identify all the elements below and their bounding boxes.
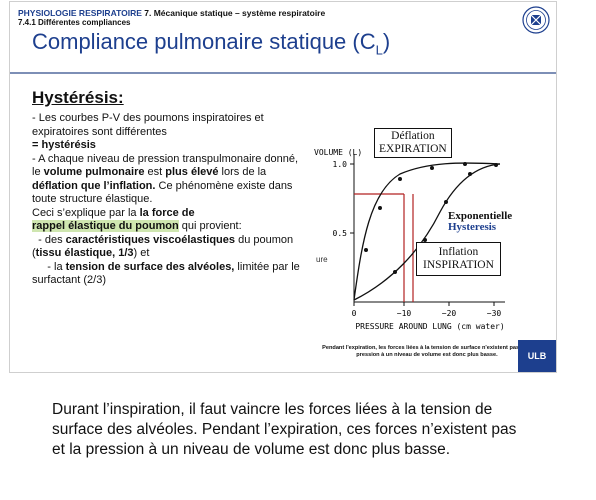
deflation-label: Déflation EXPIRATION [374, 128, 452, 158]
explanation-text: Durant l’inspiration, il faut vaincre le… [52, 401, 517, 458]
section-heading: Hystérésis: [32, 88, 124, 107]
x-axis-label: PRESSURE AROUND LUNG (cm water) [355, 322, 504, 331]
inflation-label: Inflation INSPIRATION [416, 242, 501, 276]
ulb-logo: ULB [518, 340, 556, 372]
highlight-rappel: rappel élastique du poumon [32, 220, 179, 232]
paragraph-1: - Les courbes P-V des poumons inspiratoi… [32, 112, 264, 151]
body-text: - Les courbes P-V des poumons inspiratoi… [32, 112, 302, 288]
paragraph-3: Ceci s’explique par la la force de rappel… [32, 206, 242, 232]
header-course: PHYSIOLOGIE RESPIRATOIRE 7. Mécanique st… [18, 8, 326, 18]
paragraph-2: - A chaque niveau de pression transpulmo… [32, 152, 299, 206]
x-tick-10: −10 [397, 309, 412, 318]
y-tick-1: 1.0 [333, 160, 348, 169]
inflation-curve [353, 163, 501, 301]
page-title: Compliance pulmonaire statique (CL) [32, 29, 391, 58]
pv-curve-graph: 1.0 0.5 VOLUME (L) 0 −10 −20 −30 PRESSUR… [314, 148, 505, 331]
graph-caption: Pendant l'expiration, les forces liées à… [322, 345, 532, 358]
header-subsection: 7.4.1 Différentes compliances [18, 18, 131, 27]
data-points [364, 162, 498, 274]
paragraph-5: - la tension de surface des alvéoles, li… [32, 260, 300, 287]
y-tick-0-5: 0.5 [333, 229, 348, 238]
university-seal-icon [522, 6, 550, 34]
exponential-label: Exponentielle Hysteresis [448, 210, 513, 233]
x-tick-20: −20 [442, 309, 457, 318]
title-divider [10, 72, 556, 74]
y-axis-label: VOLUME (L) [314, 148, 362, 157]
x-tick-30: −30 [487, 309, 502, 318]
deflation-curve [353, 162, 501, 301]
paragraph-4: - des caractéristiques viscoélastiques d… [32, 233, 294, 260]
graph-fragment-text: ure [316, 255, 328, 264]
x-tick-0: 0 [352, 309, 357, 318]
slide: PHYSIOLOGIE RESPIRATOIRE 7. Mécanique st… [10, 2, 556, 372]
